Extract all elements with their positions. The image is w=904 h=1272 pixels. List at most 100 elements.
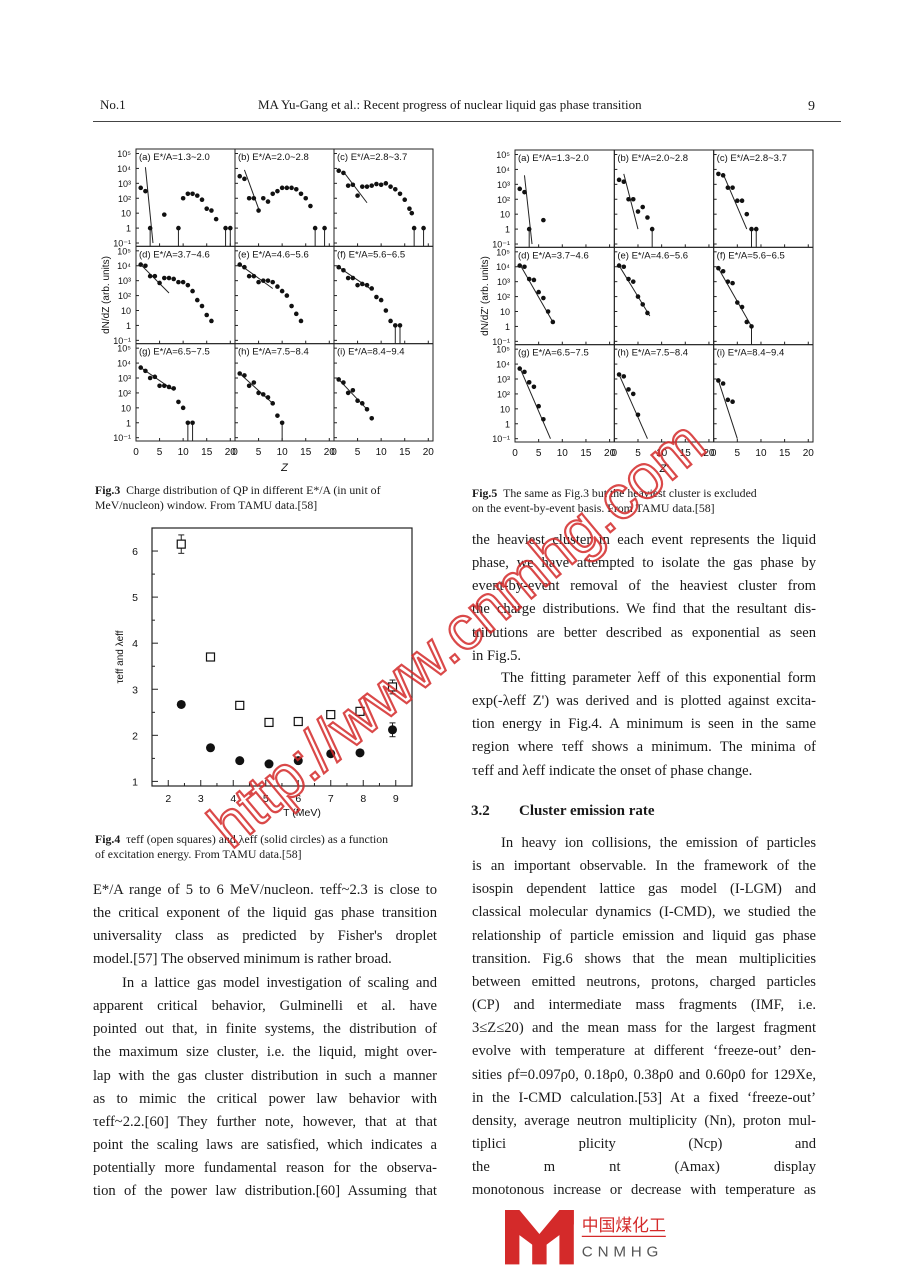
y-tick-label: 10² [118,388,131,398]
y-tick-label: 10⁴ [117,261,131,271]
data-point [256,279,261,285]
data-point [536,289,541,295]
data-point [645,215,650,220]
data-point [635,209,641,214]
panel-label: (c) E*/A=2.8~3.7 [717,153,787,164]
data-point [143,263,148,269]
fit-line [243,169,260,209]
y-tick-label: 10⁵ [117,344,131,354]
lambda-eff-point [176,699,186,709]
y-tick-label: 10 [500,307,510,317]
data-point [204,312,210,318]
y-tick-label: 10 [121,306,131,316]
y-tick-label: 1 [132,776,138,788]
data-point [378,182,384,188]
data-point [350,275,356,281]
x-tick-label: 4 [230,793,236,805]
lambda-eff-point [388,725,397,735]
data-point [176,279,181,285]
x-tick-label: 0 [512,448,518,459]
text-line: monotonous increase or decrease with tem… [472,1182,816,1199]
y-tick-label: 10³ [497,375,510,385]
x-tick-label: 20 [225,447,237,458]
y-tick-label: 10⁵ [117,149,131,159]
data-point [180,195,186,201]
data-point [251,380,257,385]
text-line: density, average neutron multiplicity (N… [472,1112,816,1129]
data-point [526,226,532,232]
fit-line [140,264,170,294]
panel-frame [333,343,434,442]
y-tick-label: 10⁻¹ [113,336,131,346]
data-point [260,392,266,397]
tau-eff-point [264,717,274,728]
x-axis-label: Z [280,462,289,474]
data-point [237,173,243,179]
y-tick-label: 10² [497,195,510,205]
data-point [161,212,167,217]
data-point [246,383,252,389]
data-point [730,185,735,190]
data-point [383,181,389,186]
text-line: lap with the gas cluster distribution in… [93,1067,437,1084]
data-point [626,196,631,202]
x-tick-label: 0 [711,448,717,459]
data-point [364,282,370,288]
data-point [260,195,266,201]
x-tick-label: 15 [779,448,791,459]
x-tick-label: 20 [324,447,336,458]
y-tick-label: 6 [132,546,138,558]
fig4-caption-text-2: of excitation energy. From TAMU data.[58… [95,847,302,861]
fig3-panel: (e) E*/A=4.6~5.6 [234,245,335,345]
data-point [517,186,523,192]
data-point [350,387,356,393]
text-line: apparent critical behavior, Gulminelli e… [93,998,437,1015]
x-tick-label: 15 [300,447,312,458]
fig3-caption: Fig.3 Charge distribution of QP in diffe… [95,483,440,513]
x-tick-label: 10 [557,448,569,459]
y-tick-label: 10 [121,209,131,219]
text-line: In heavy ion collisions, the emission of… [501,835,816,851]
data-point [223,225,228,231]
data-point [550,319,556,325]
y-tick-label: 10⁴ [496,262,510,272]
fig3-panel: (g) E*/A=6.5~7.5 [135,343,236,442]
data-point [176,225,181,231]
data-point [284,185,290,191]
data-point [161,275,167,281]
text-line: relationship of particle emission and li… [472,927,816,944]
data-point [411,225,417,231]
data-point [213,216,219,222]
fig3-panel: (i) E*/A=8.4~9.4 [333,343,434,442]
data-point [616,177,622,183]
tau-eff-point [387,682,398,692]
text-line: between emitted neutrons, protons, charg… [472,973,816,990]
data-point [279,288,285,294]
data-point [242,176,247,182]
panel-label: (e) E*/A=4.6~5.6 [238,249,309,260]
fig5-caption-text: The same as Fig.3 but the heaviest clust… [503,486,757,500]
panel-frame [613,246,715,346]
data-point [739,304,745,310]
data-point [298,191,304,197]
data-point [293,186,299,192]
data-point [409,210,415,216]
y-tick-label: 1 [126,418,131,428]
data-point [260,278,266,283]
y-tick-label: 10³ [497,180,510,190]
panel-label: (g) E*/A=6.5~7.5 [518,348,589,359]
fig5-panel: (f) E*/A=5.6~6.5 [713,246,814,346]
tau-eff-point [326,709,336,720]
y-tick-label: 10³ [118,276,131,286]
fig3-panel: (f) E*/A=5.6~6.5 [333,245,434,345]
data-point [355,193,360,198]
data-point [298,318,304,324]
fig4-caption: Fig.4 τeff (open squares) and λeff (soli… [95,832,440,862]
y-tick-label: 10⁻¹ [113,433,131,443]
data-point [180,405,186,411]
text-line: the m nt (Amax) display [472,1159,816,1176]
fig5-panel: (e) E*/A=4.6~5.6 [613,246,715,346]
panel-label: (a) E*/A=1.3~2.0 [518,153,589,164]
data-point [209,208,214,213]
